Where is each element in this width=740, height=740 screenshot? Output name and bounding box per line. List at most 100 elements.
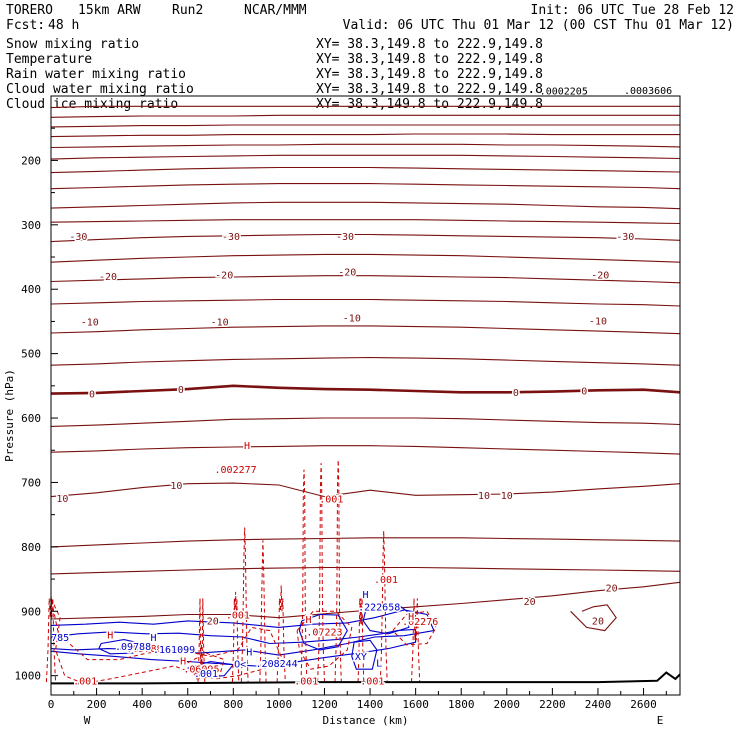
legend-xsec-endpoints: XY= 38.3,149.8 to 222.9,149.8: [316, 97, 543, 112]
rain-water-contour: [357, 598, 365, 683]
rain-water-label: .02276: [402, 617, 438, 628]
rain-water-contour: [411, 598, 421, 683]
isotherm-label: 20: [524, 597, 536, 608]
temperature-contours: [50, 105, 681, 632]
legend-field-name: Rain water mixing ratio: [6, 67, 186, 82]
cloud-water-contour: [98, 639, 144, 655]
header: TORERO 15km ARW Run2 NCAR/MMM Init: 06 U…: [6, 3, 734, 33]
y-tick-label: 700: [21, 476, 41, 489]
run-label: Run2: [172, 3, 203, 18]
isotherm-label: -20: [591, 271, 609, 282]
y-tick-label: 400: [21, 283, 41, 296]
isotherm-line: [50, 566, 681, 575]
isotherm-label: 20: [606, 584, 618, 595]
rain-water-contour: [259, 540, 267, 683]
x-axis-label: Distance (km): [322, 714, 408, 727]
rain-water-contour: [379, 530, 388, 683]
isotherm-line: [50, 114, 680, 118]
isotherm-label: 0: [513, 388, 519, 399]
terrain-line: [51, 671, 681, 685]
axes: 0 200 400 600 800 1000 1200 1400 1600 1800 2000 220…: [3, 127, 667, 727]
isotherm-label: -30: [616, 232, 634, 243]
isotherm-closed-line: [570, 604, 617, 632]
center-label: NCAR/MMM: [244, 3, 307, 18]
isotherm-label: -10: [589, 316, 607, 327]
east-end-label: E: [657, 714, 664, 727]
isotherm-line: [50, 143, 681, 149]
isotherm-label: 10: [478, 491, 490, 502]
isotherm-line: [50, 482, 681, 498]
cloud-water-high-marker: H: [362, 590, 368, 601]
rain-water-label: .06095: [183, 665, 219, 676]
rain-water-contours: [45, 459, 437, 684]
isotherm-label: 0: [581, 386, 587, 397]
isotherm-line: [50, 201, 681, 210]
legend-xsec-endpoints: XY= 38.3,149.8 to 222.9,149.8: [316, 67, 543, 82]
isotherm-line: [50, 154, 681, 160]
rain-water-high-marker: H: [180, 656, 186, 667]
x-tick-label: 1600: [402, 698, 429, 711]
isotherm-label: -20: [215, 271, 233, 282]
rain-water-contour: [392, 610, 437, 646]
x-tick-label: 600: [178, 698, 198, 711]
cloud-water-label: .161099: [153, 645, 195, 656]
cloud-water-contour: [187, 660, 235, 678]
legend-field-name: Cloud water mixing ratio: [6, 82, 194, 97]
rain-water-high-marker: H: [244, 441, 250, 452]
isotherm-label: 10: [501, 491, 513, 502]
isotherm-label: -30: [222, 232, 240, 243]
x-tick-label: 2000: [494, 698, 521, 711]
rain-water-contour: [296, 610, 353, 670]
init-time: Init: 06 UTC Tue 28 Feb 12: [531, 3, 735, 18]
cloud-water-label: .001: [194, 669, 218, 680]
legend-xsec-endpoints: XY= 38.3,149.8 to 222.9,149.8: [316, 82, 543, 97]
legend-field-name: Snow mixing ratio: [6, 37, 139, 52]
rain-water-contour: [197, 598, 206, 683]
contour-labels: -30 -30 -30 -30 -20 -20 -20 -20 -10 -10 -10 -10 0 0 0 0…: [50, 86, 673, 689]
isotherm-label: 10: [170, 481, 182, 492]
y-tick-label: 600: [21, 412, 41, 425]
x-tick-label: 1000: [266, 698, 293, 711]
rain-water-label: .001: [360, 676, 384, 687]
legend-field-name: Temperature: [6, 52, 92, 67]
y-tick-label: 300: [21, 219, 41, 232]
isotherm-line: [50, 233, 681, 243]
isotherm-line: [50, 356, 681, 366]
rain-water-high-marker: H: [408, 612, 414, 623]
x-tick-label: 1400: [357, 698, 384, 711]
cloud-water-contour: [362, 603, 410, 635]
cloud-water-label: .09788: [115, 642, 151, 653]
field-legend: Snow mixing ratio XY= 38.3,149.8 to 222.9…: [6, 37, 543, 112]
x-tick-label: 2200: [539, 698, 566, 711]
isotherm-line: [50, 105, 680, 109]
cloud-water-label: L: [376, 658, 382, 669]
isotherm-line: [50, 581, 681, 620]
isotherm-zero-line: [50, 384, 681, 395]
cloud-water-label: XY: [355, 652, 367, 663]
rain-water-label: .001: [319, 495, 343, 506]
plot-frame: [50, 95, 681, 696]
y-tick-label: 800: [21, 541, 41, 554]
rain-water-contour: [240, 527, 249, 683]
isotherm-line: [50, 417, 681, 427]
valid-time: Valid: 06 UTC Thu 01 Mar 12 (00 CST Thu …: [343, 18, 734, 33]
rain-water-label: .07223: [306, 627, 342, 638]
plot-area: -30 -30 -30 -30 -20 -20 -20 -20 -10 -10 -10 -10 0 0 0 0…: [45, 86, 681, 696]
rain-water-label: .001: [226, 611, 250, 622]
rain-water-high-marker: H: [107, 631, 113, 642]
isotherm-line: [50, 124, 680, 128]
y-axis-label: Pressure (hPa): [3, 369, 16, 462]
isotherm-line: [50, 183, 681, 190]
cloud-water-contour: [351, 639, 378, 670]
isotherm-label: -10: [211, 318, 229, 329]
isotherm-line: [50, 219, 681, 225]
x-tick-label: 2400: [585, 698, 612, 711]
cloud-water-label: O<: [234, 660, 246, 671]
y-tick-label: 900: [21, 605, 41, 618]
x-tick-label: 1800: [448, 698, 475, 711]
isotherm-line: [50, 325, 681, 335]
x-tick-label: 1200: [311, 698, 338, 711]
isotherm-line: [50, 166, 681, 174]
legend-xsec-endpoints: XY= 38.3,149.8 to 222.9,149.8: [316, 52, 543, 67]
